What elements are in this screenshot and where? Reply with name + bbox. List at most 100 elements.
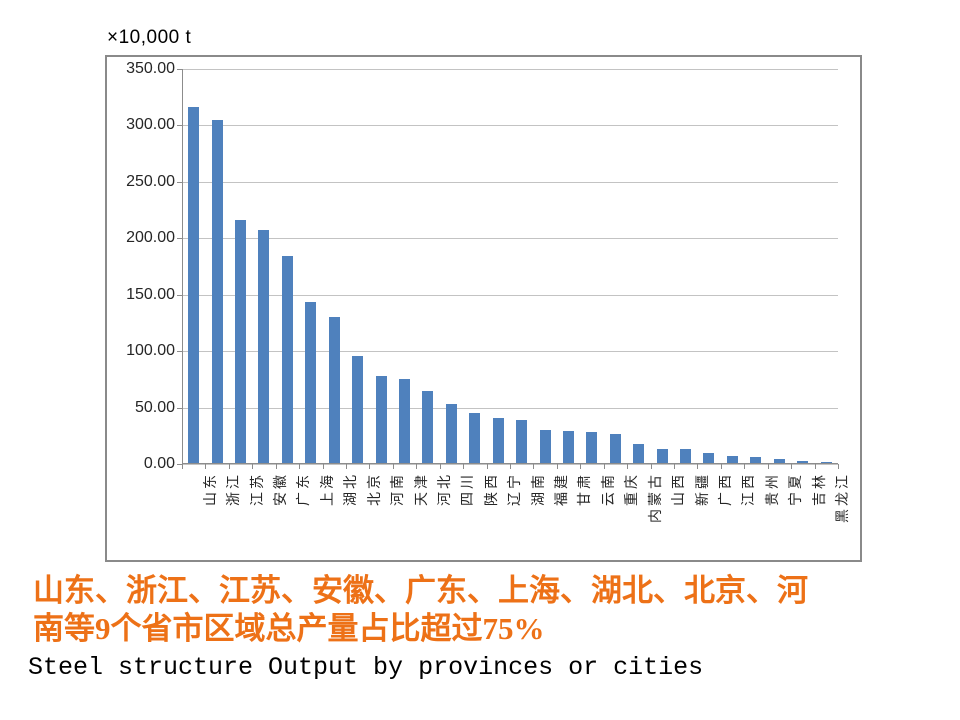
x-axis-label: 吉林 [791,472,827,562]
y-axis-tick [177,125,182,126]
bar-slot [557,69,580,464]
x-axis-label: 上海 [299,472,335,562]
bar-chart: 350.00 300.00 250.00 200.00 150.00 100.00 50.0… [105,55,862,562]
x-axis-tick [557,464,558,469]
y-axis-tick [177,69,182,70]
x-axis-label: 福建 [533,472,569,562]
bar-slot [674,69,697,464]
gridline [182,238,838,239]
bar-slot [416,69,439,464]
bar [281,256,293,464]
x-axis-label: 辽宁 [486,472,522,562]
x-axis-label-text: 黑龙江 [834,472,851,523]
x-axis-tick [369,464,370,469]
x-axis-label: 湖北 [323,472,358,562]
bar-slot [533,69,556,464]
bar-slot [323,69,346,464]
y-axis-label: 0.00 [143,455,175,472]
x-axis-label: 新疆 [674,472,710,562]
bar [422,390,434,464]
bar [469,413,481,464]
bar-slot [205,69,228,464]
x-axis-tick [182,464,183,469]
x-axis-label: 广东 [276,472,311,562]
x-axis-tick [440,464,441,469]
x-axis-label: 河南 [369,472,405,562]
bar [539,430,551,464]
x-axis-label: 甘肃 [557,472,592,562]
bar-slot [252,69,275,464]
bar [773,458,785,464]
bar-slot [814,69,837,464]
x-axis-tick [463,464,464,469]
y-axis-tick [177,295,182,296]
bar-slot [580,69,603,464]
x-axis-label: 内蒙古 [627,472,663,562]
bar [680,448,692,464]
bar [328,317,340,464]
y-axis-unit-label: ×10,000 t [107,27,192,48]
y-axis-tick [177,182,182,183]
gridline [182,408,838,409]
x-axis-tick [791,464,792,469]
x-axis-tick [276,464,277,469]
bar [445,404,457,464]
x-axis-label: 天津 [393,472,429,562]
x-axis-tick [487,464,488,469]
x-axis-label: 四川 [440,472,475,562]
bar [399,379,410,464]
y-axis-label: 150.00 [126,286,175,303]
x-axis-tick [604,464,605,469]
bar-slot [697,69,720,464]
x-axis-label: 河北 [416,472,452,562]
bar-slot [510,69,533,464]
y-axis-label: 350.00 [126,60,175,77]
bar-slot [463,69,486,464]
x-axis-label: 宁夏 [768,472,803,562]
x-axis-tick [815,464,816,469]
y-axis-line [182,69,183,464]
x-axis-tick [768,464,769,469]
bar [726,456,738,464]
bar-slot [182,69,205,464]
bar [188,107,200,464]
bar-slot [486,69,509,464]
bar [656,448,668,464]
y-axis-tick [177,464,182,465]
caption-line: 山东、浙江、江苏、安徽、广东、上海、湖北、北京、河 [33,573,808,608]
bar [235,220,247,464]
bar [797,461,809,464]
bar-slot [744,69,767,464]
bar-slot [791,69,814,464]
x-axis-tick [838,464,839,469]
bar [633,443,645,464]
gridline [182,182,838,183]
y-axis-labels: 350.00 300.00 250.00 200.00 150.00 100.00 50.0… [107,57,175,560]
bar [750,457,762,464]
bar-slot [604,69,627,464]
x-axis-label: 安徽 [252,472,288,562]
caption-text: 山东、浙江、江苏、安徽、广东、上海、湖北、北京、河 南等9个省市区域总产量占比超过… [33,572,938,648]
gridline [182,351,838,352]
x-axis-label: 浙江 [205,472,241,562]
x-axis-tick [510,464,511,469]
bars [182,69,838,464]
x-axis-tick [580,464,581,469]
bar [492,417,504,464]
bar-slot [650,69,673,464]
x-axis-tick [697,464,698,469]
gridline [182,125,838,126]
bar-slot [229,69,252,464]
x-axis-tick [744,464,745,469]
plot-area [177,69,839,469]
x-axis-tick [651,464,652,469]
x-axis-tick [674,464,675,469]
x-axis-line [182,463,838,464]
y-axis-label: 250.00 [126,173,175,190]
x-axis-label: 陕西 [463,472,499,562]
y-axis-label: 100.00 [126,342,175,359]
bar [609,433,621,464]
bar [375,375,387,464]
bar [586,432,598,464]
